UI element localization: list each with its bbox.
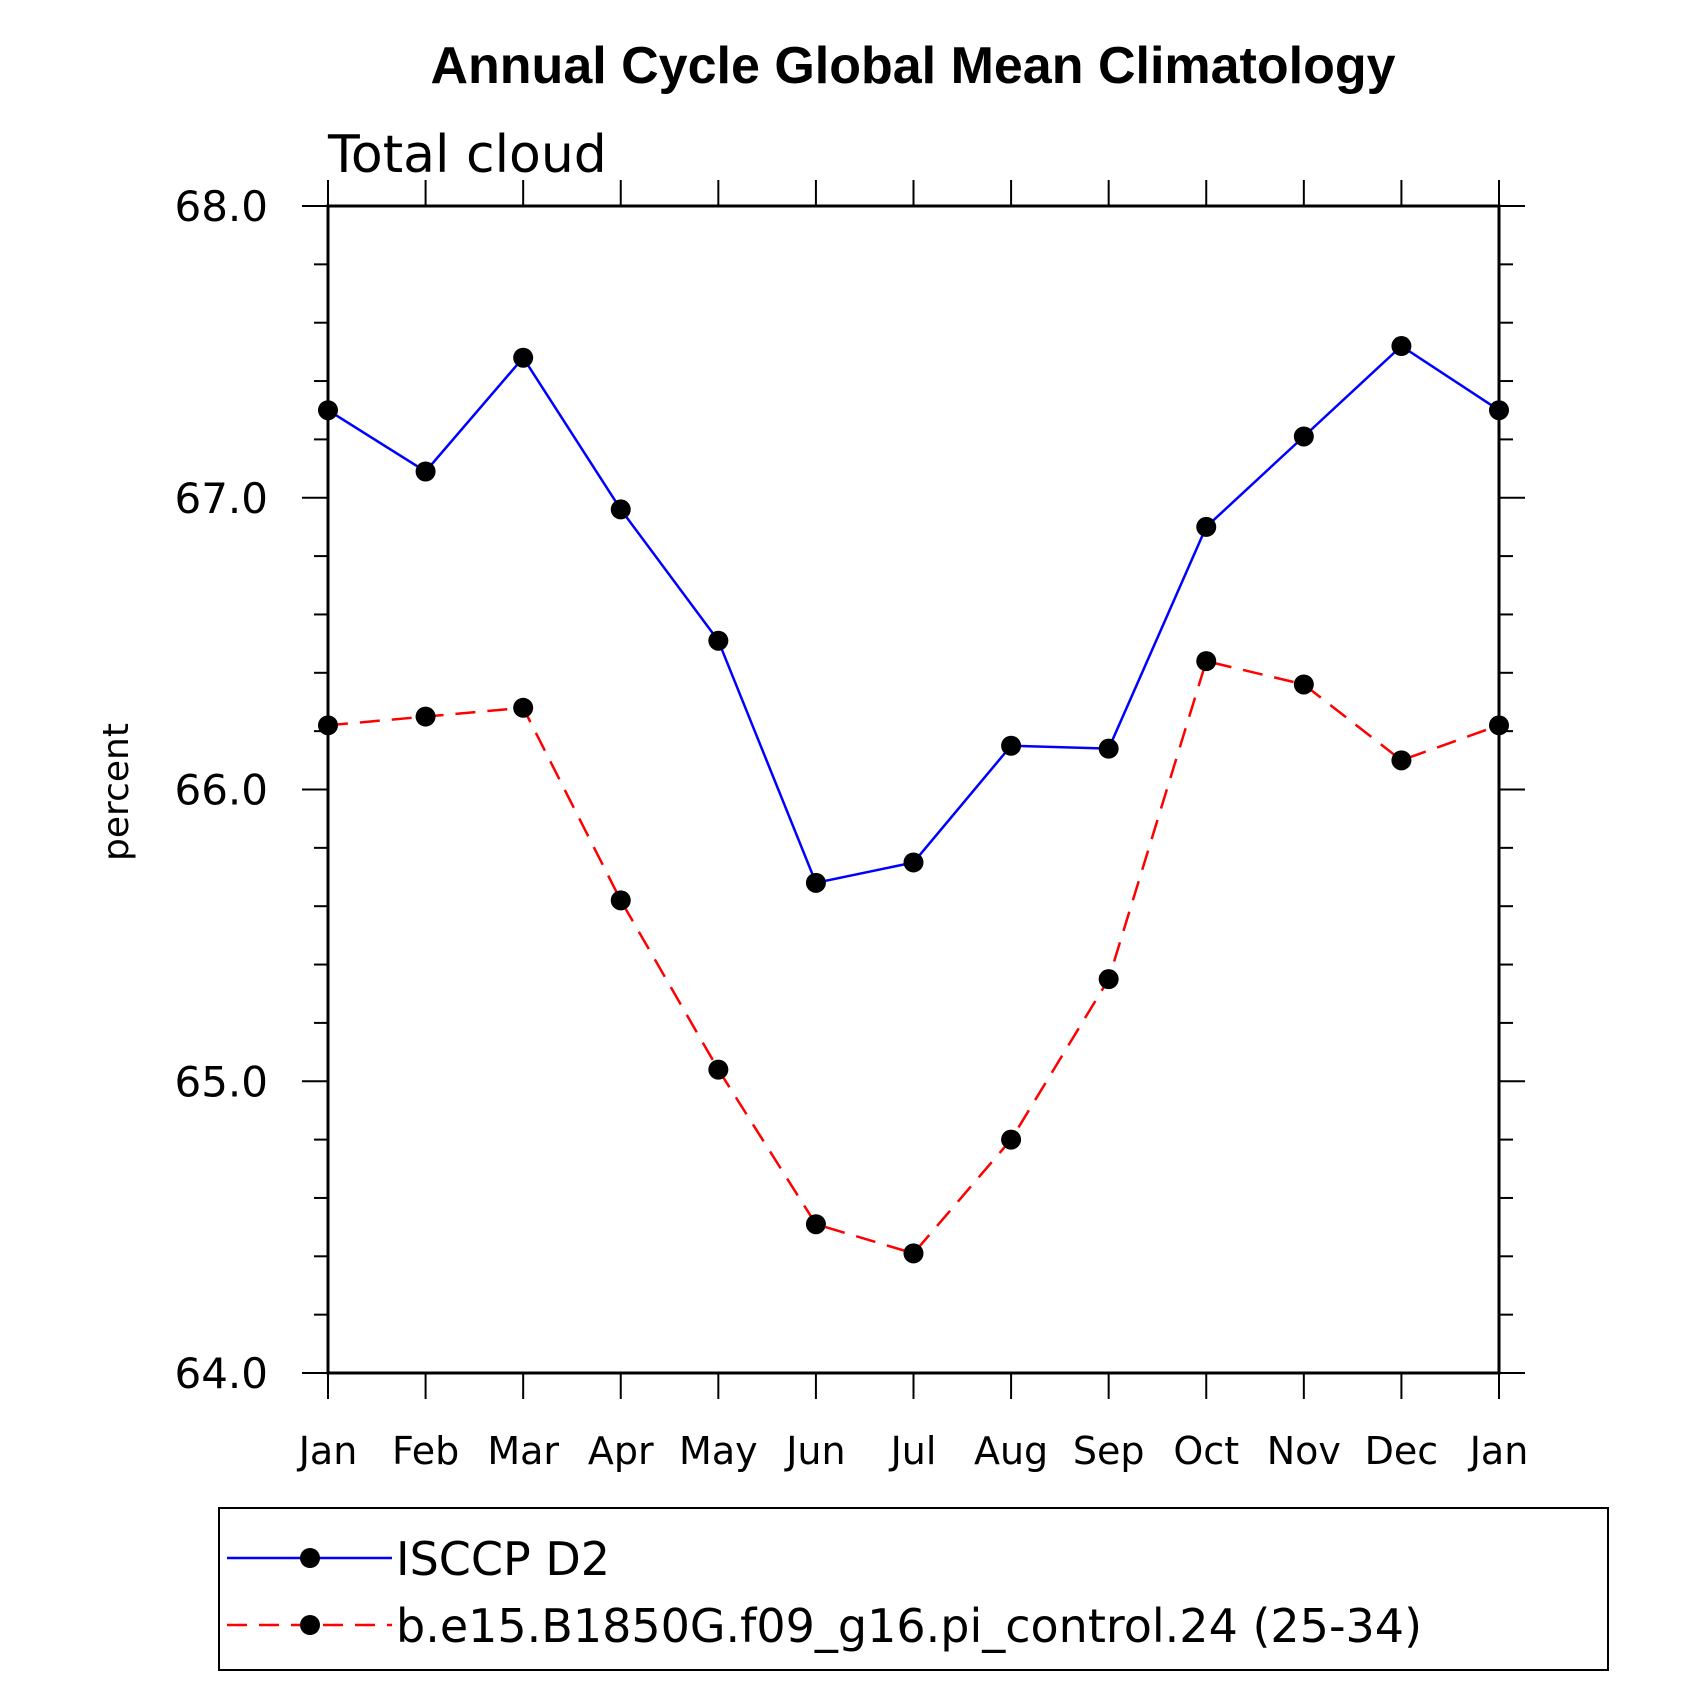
x-tick-label: Jun bbox=[784, 1429, 845, 1473]
series-2-point bbox=[805, 1214, 826, 1235]
series-2-point bbox=[513, 697, 534, 718]
chart-title: Annual Cycle Global Mean Climatology bbox=[430, 37, 1395, 95]
series-line-2 bbox=[327, 659, 1500, 1255]
x-tick-label: Jan bbox=[1468, 1429, 1529, 1473]
series-2-point bbox=[1001, 1129, 1022, 1150]
x-tick-label: Mar bbox=[487, 1429, 559, 1473]
plot-frame bbox=[326, 204, 1501, 1375]
ticks: 64.0 65.0 66.0 67.0 68.0 Jan Feb Mar Apr May Jun Ju… bbox=[174, 180, 1528, 1473]
x-tick-label: Sep bbox=[1073, 1429, 1145, 1473]
legend: ISCCP D2 b.e15.B1850G.f09_g16.pi_control.… bbox=[218, 1507, 1609, 1671]
y-tick-label: 67.0 bbox=[174, 474, 268, 523]
chart-subtitle: Total cloud bbox=[327, 125, 607, 185]
y-tick-label: 68.0 bbox=[174, 182, 268, 231]
x-tick-label: Aug bbox=[974, 1429, 1048, 1473]
legend-label-2: b.e15.B1850G.f09_g16.pi_control.24 (25-3… bbox=[396, 1599, 1422, 1653]
series-1-point bbox=[903, 852, 924, 873]
x-tick-label: Dec bbox=[1365, 1429, 1439, 1473]
y-tick-label: 66.0 bbox=[174, 766, 268, 815]
series-line-1 bbox=[327, 344, 1500, 885]
series-2-point bbox=[415, 706, 436, 727]
series-1-point bbox=[1391, 336, 1412, 357]
series-2-point bbox=[708, 1059, 729, 1080]
series-1-point bbox=[1098, 738, 1119, 759]
series-2-point bbox=[1196, 651, 1217, 672]
series-2-point bbox=[1391, 750, 1412, 771]
series-2-point bbox=[610, 890, 631, 911]
series-1-point bbox=[513, 347, 534, 368]
legend-marker-1 bbox=[300, 1548, 320, 1568]
legend-label-1: ISCCP D2 bbox=[396, 1532, 610, 1586]
x-tick-label: Jan bbox=[297, 1429, 358, 1473]
series-1-point bbox=[805, 872, 826, 893]
series-1-point bbox=[1196, 516, 1217, 537]
y-axis-label: percent bbox=[96, 723, 137, 861]
x-tick-label: Jul bbox=[889, 1429, 937, 1473]
x-tick-label: Apr bbox=[588, 1429, 654, 1473]
series-1-point bbox=[415, 461, 436, 482]
series-2-point bbox=[903, 1243, 924, 1264]
legend-marker-2 bbox=[300, 1615, 320, 1635]
series-1-point bbox=[1001, 735, 1022, 756]
x-tick-label: Feb bbox=[392, 1429, 459, 1473]
series-group bbox=[318, 336, 1509, 1264]
y-tick-label: 65.0 bbox=[174, 1057, 268, 1106]
series-2-point bbox=[1293, 674, 1314, 695]
y-tick-label: 64.0 bbox=[174, 1349, 268, 1398]
x-tick-label: May bbox=[679, 1429, 758, 1473]
x-tick-label: Oct bbox=[1173, 1429, 1239, 1473]
series-1-point bbox=[1293, 426, 1314, 447]
series-2-point bbox=[1098, 969, 1119, 990]
series-1-point bbox=[708, 630, 729, 651]
x-tick-label: Nov bbox=[1267, 1429, 1341, 1473]
series-1-point bbox=[610, 499, 631, 520]
legend-box bbox=[218, 1507, 1609, 1671]
